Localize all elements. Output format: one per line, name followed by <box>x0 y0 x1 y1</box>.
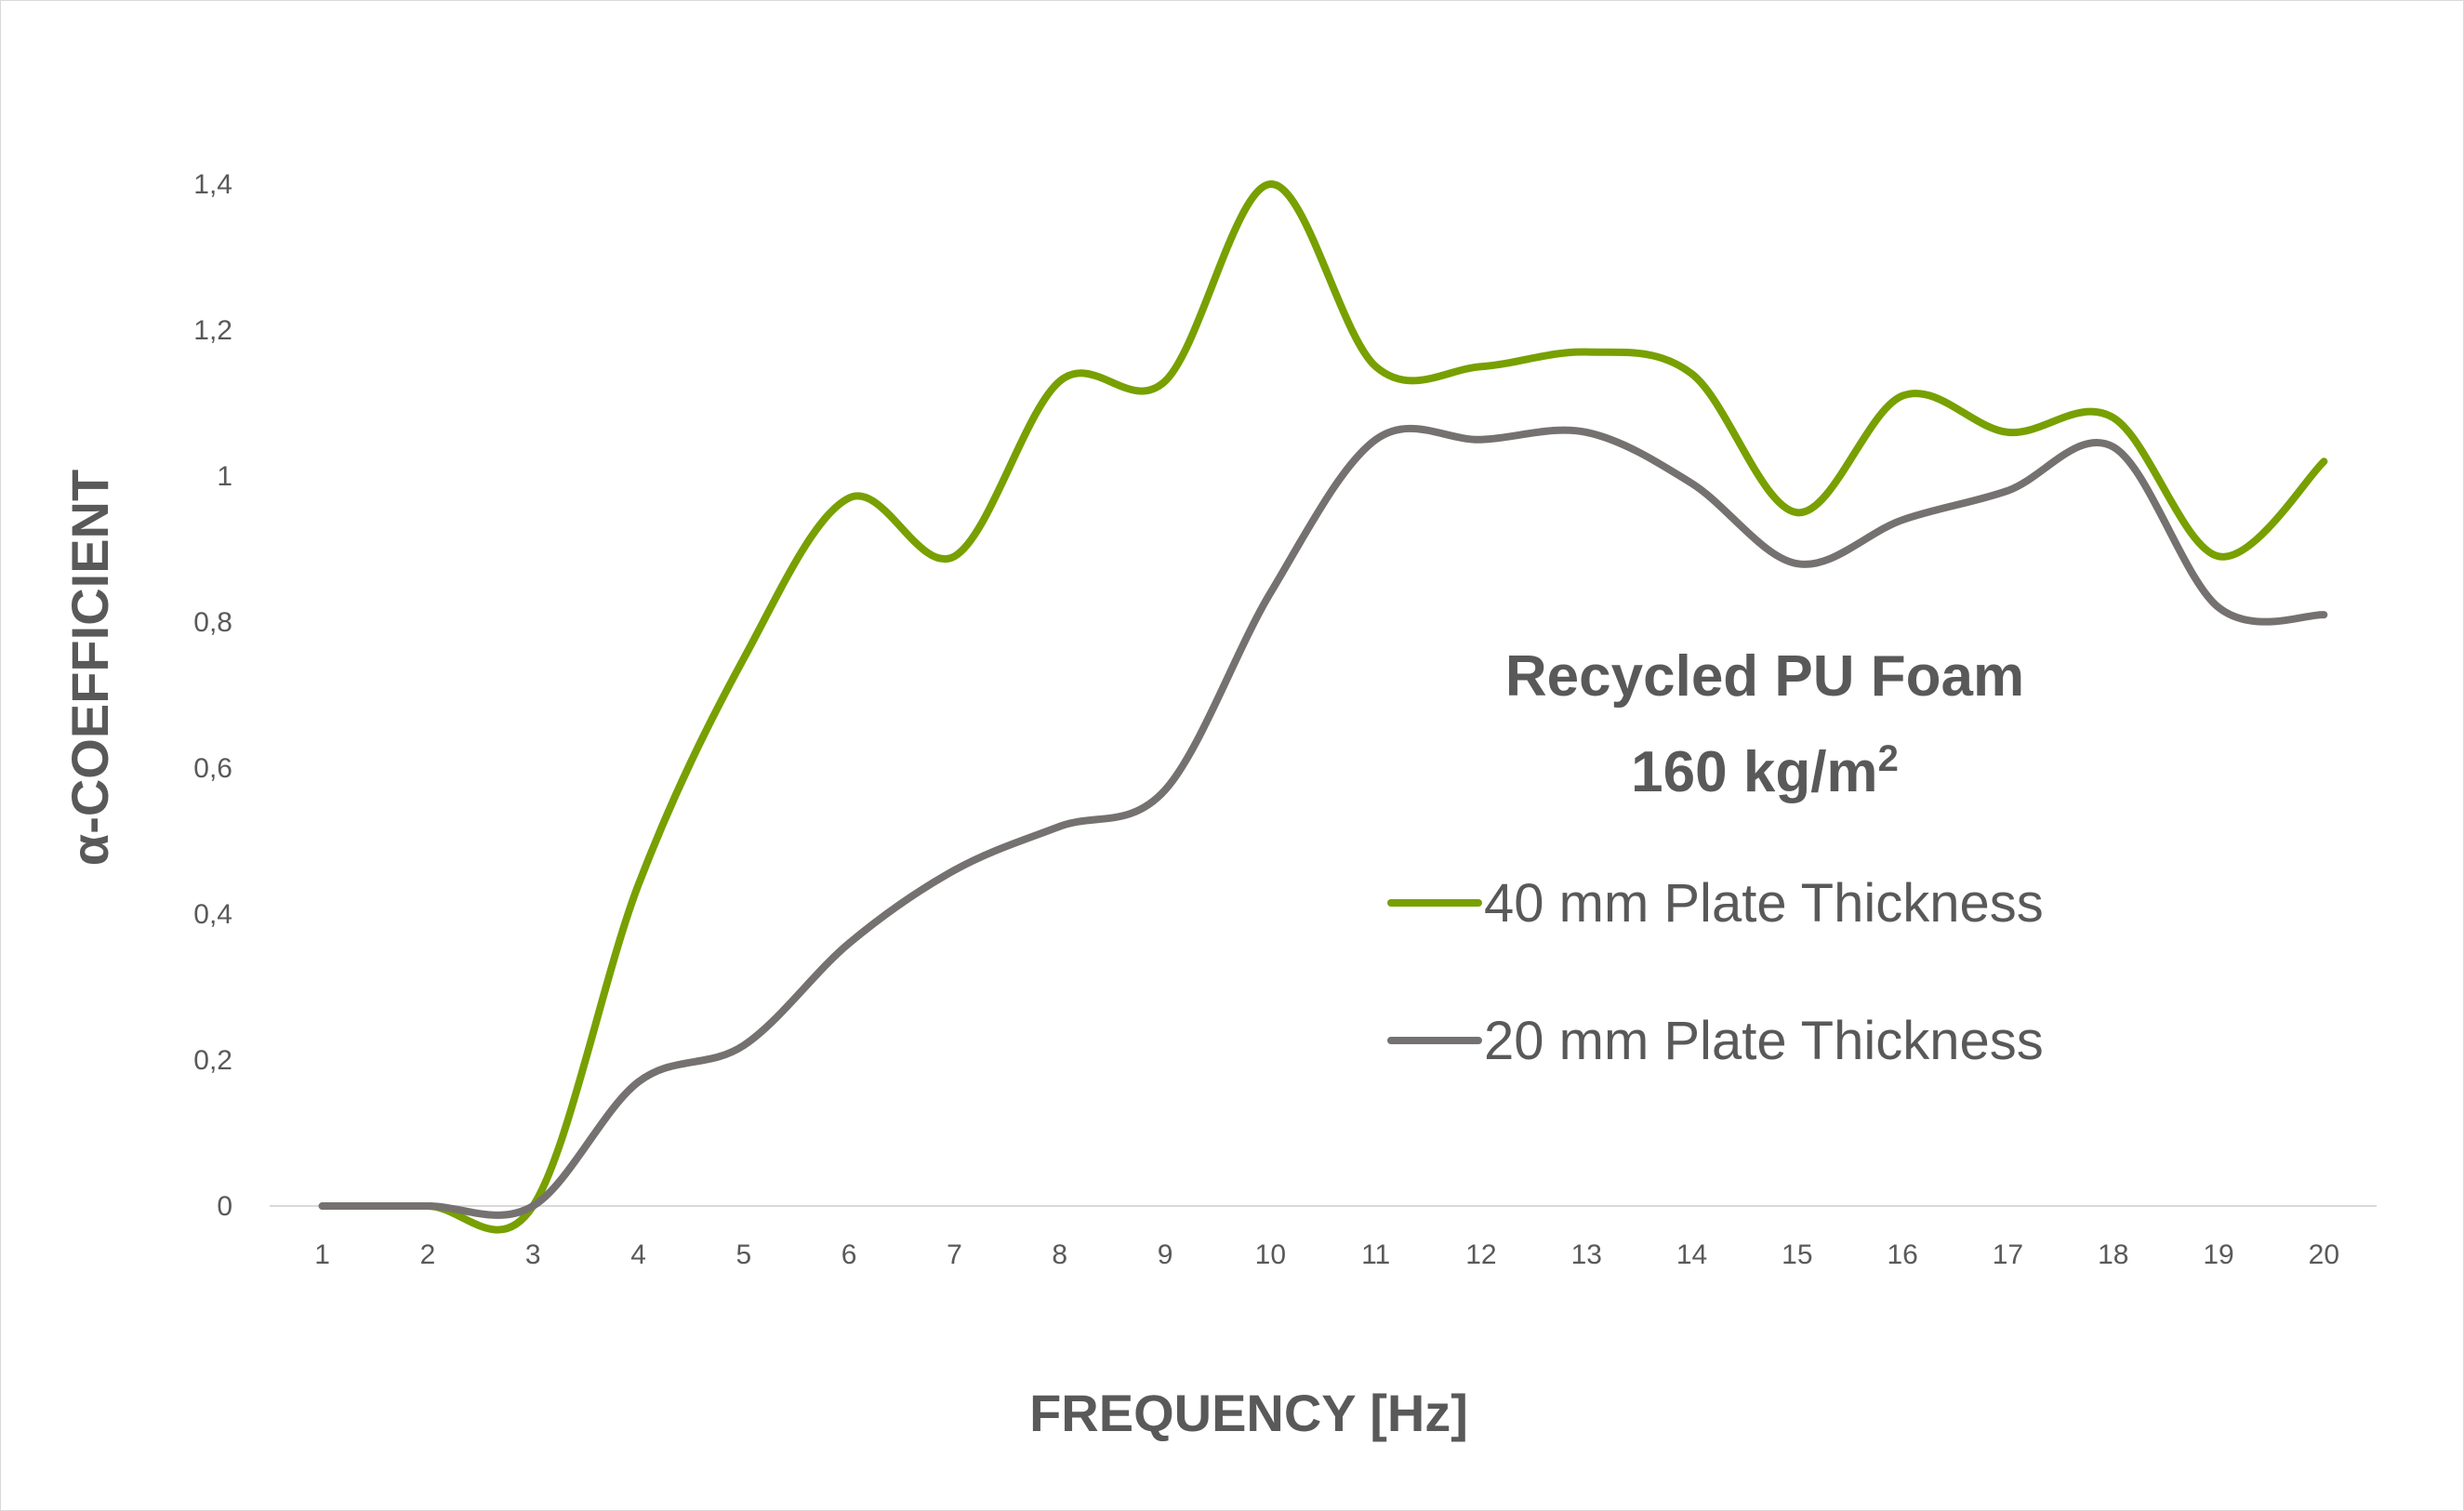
y-tick-label: 0,4 <box>193 899 232 930</box>
series-line-20mm <box>318 424 2328 1219</box>
y-axis-ticks: 0 0,2 0,4 0,6 0,8 1 1,2 1,4 <box>193 169 232 1222</box>
y-tick-label: 1 <box>217 461 232 492</box>
x-axis-title: FREQUENCY [Hz] <box>1029 1384 1468 1442</box>
chart-annotation-unit: 160 kg/m <box>1631 740 1877 804</box>
x-tick-label: 7 <box>947 1239 962 1270</box>
y-axis-title: α-COEFFICIENT <box>60 470 119 866</box>
x-tick-label: 8 <box>1052 1239 1067 1270</box>
series-line-40mm <box>318 180 2328 1234</box>
y-tick-label: 0 <box>217 1191 232 1222</box>
x-tick-label: 3 <box>525 1239 541 1270</box>
x-tick-label: 4 <box>630 1239 646 1270</box>
y-tick-label: 0,2 <box>193 1045 232 1076</box>
x-tick-label: 1 <box>314 1239 330 1270</box>
legend: 40 mm Plate Thickness 20 mm Plate Thickne… <box>1387 873 2044 1071</box>
y-tick-label: 1,2 <box>193 315 232 346</box>
chart-annotation-superscript: 2 <box>1878 738 1899 779</box>
x-tick-label: 17 <box>1993 1239 2023 1270</box>
x-tick-label: 10 <box>1255 1239 1286 1270</box>
x-tick-label: 18 <box>2098 1239 2128 1270</box>
x-tick-label: 16 <box>1887 1239 1917 1270</box>
x-tick-label: 2 <box>420 1239 436 1270</box>
x-tick-label: 19 <box>2203 1239 2233 1270</box>
y-tick-label: 1,4 <box>193 169 232 200</box>
x-tick-label: 15 <box>1782 1239 1812 1270</box>
x-axis-ticks: 1 2 3 4 5 6 7 8 9 10 11 12 13 14 15 16 17 18 19 20 <box>314 1239 2339 1270</box>
x-tick-label: 9 <box>1158 1239 1173 1270</box>
x-tick-label: 6 <box>841 1239 857 1270</box>
legend-label: 40 mm Plate Thickness <box>1484 873 2044 934</box>
series-group <box>318 180 2328 1234</box>
x-tick-label: 20 <box>2309 1239 2339 1270</box>
chart-annotation-line-1: Recycled PU Foam <box>1505 644 2024 709</box>
x-tick-label: 14 <box>1676 1239 1707 1270</box>
x-tick-label: 12 <box>1465 1239 1496 1270</box>
y-tick-label: 0,6 <box>193 753 232 784</box>
chart-annotation-line-2: 160 kg/m2 <box>1631 738 1899 804</box>
legend-label: 20 mm Plate Thickness <box>1484 1011 2044 1071</box>
y-tick-label: 0,8 <box>193 607 232 638</box>
x-tick-label: 5 <box>736 1239 752 1270</box>
x-tick-label: 13 <box>1571 1239 1602 1270</box>
x-tick-label: 11 <box>1361 1239 1390 1270</box>
